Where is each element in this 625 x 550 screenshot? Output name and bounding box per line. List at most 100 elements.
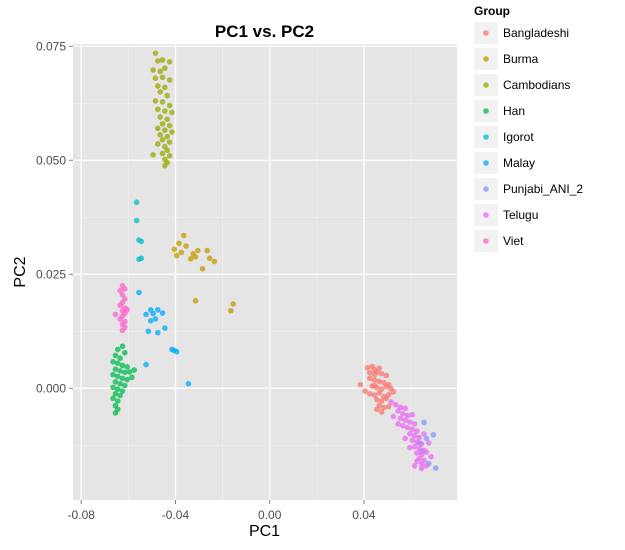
data-point [357, 381, 364, 388]
data-point [409, 437, 416, 444]
legend-swatch [483, 30, 489, 36]
data-point [423, 449, 430, 455]
plot-panel [73, 44, 457, 500]
data-point [112, 366, 119, 372]
data-point [136, 289, 142, 296]
data-point [166, 122, 173, 129]
data-point [155, 83, 161, 89]
data-point [157, 68, 163, 75]
data-point [409, 426, 416, 433]
data-point [187, 255, 194, 262]
data-point [117, 392, 123, 399]
data-point [364, 364, 371, 371]
data-point [143, 311, 149, 318]
data-point [112, 390, 119, 397]
data-point [211, 258, 218, 265]
data-point [164, 147, 171, 154]
data-point [374, 369, 380, 375]
y-tick-label: 0.075 [36, 39, 66, 53]
data-point [400, 422, 406, 429]
data-point [117, 368, 123, 374]
data-point [374, 396, 380, 403]
data-point [374, 406, 380, 413]
data-point [390, 389, 397, 395]
legend-swatch [483, 82, 489, 88]
legend-swatch [483, 238, 489, 244]
data-point [150, 310, 156, 317]
data-point [414, 458, 420, 465]
data-point [409, 411, 416, 418]
data-point [371, 382, 378, 389]
data-point [136, 256, 142, 263]
data-point [414, 439, 420, 445]
data-point [112, 352, 119, 359]
legend-title: Group [474, 4, 510, 18]
data-point [119, 343, 126, 350]
data-point [195, 247, 201, 254]
data-point [383, 395, 390, 402]
data-point [119, 362, 126, 369]
data-point [192, 254, 199, 260]
data-point [117, 302, 123, 309]
x-tick-label: 0.04 [352, 508, 376, 522]
y-tick-label: 0.025 [36, 267, 66, 281]
data-point [421, 431, 427, 437]
data-point [122, 369, 128, 376]
data-point [159, 99, 166, 105]
data-point [362, 388, 368, 394]
data-point [124, 307, 130, 313]
data-point [371, 392, 378, 398]
data-point [157, 131, 163, 138]
legend-label: Punjabi_ANI_2 [503, 182, 583, 196]
data-point [110, 395, 116, 402]
data-point [371, 377, 378, 383]
data-point [388, 399, 394, 405]
data-point [133, 199, 140, 206]
y-axis-ticks: 0.000 0.025 0.050 0.075 [36, 39, 73, 395]
data-point [164, 116, 171, 123]
data-point [407, 431, 413, 437]
data-point [155, 58, 161, 64]
data-point [117, 287, 123, 294]
data-point [110, 384, 116, 391]
data-point [150, 67, 156, 73]
data-point [402, 405, 408, 412]
data-point [428, 453, 434, 460]
data-point [155, 125, 161, 132]
data-points [110, 50, 439, 472]
data-point [411, 432, 418, 439]
data-point [383, 383, 390, 390]
legend-label: Cambodians [503, 78, 570, 92]
data-point [143, 361, 149, 368]
data-point [418, 465, 425, 472]
y-axis-title: PC2 [12, 256, 29, 287]
data-point [138, 238, 145, 245]
x-tick-label: -0.08 [68, 508, 96, 522]
data-point [378, 370, 385, 377]
data-point [407, 444, 413, 451]
data-point [117, 316, 123, 322]
data-point [152, 316, 159, 322]
data-point [421, 419, 427, 426]
data-point [367, 390, 373, 397]
data-point [126, 369, 133, 375]
data-point [114, 398, 121, 404]
legend: Group Bangladeshi Burma Cambodians Han Igoro… [474, 4, 583, 252]
data-point [166, 139, 173, 145]
data-point [162, 127, 168, 133]
data-point [112, 379, 119, 385]
data-point [423, 463, 430, 469]
data-point [390, 413, 397, 420]
data-point [110, 359, 116, 365]
data-point [423, 435, 430, 442]
data-point [152, 75, 159, 81]
legend-swatch [483, 108, 489, 114]
data-point [416, 434, 423, 441]
legend-label: Viet [503, 234, 524, 248]
legend-swatch [483, 212, 489, 218]
legend-label: Han [503, 104, 525, 118]
data-point [166, 102, 173, 109]
data-point [169, 129, 175, 135]
data-point [228, 307, 234, 314]
data-point [155, 307, 161, 313]
